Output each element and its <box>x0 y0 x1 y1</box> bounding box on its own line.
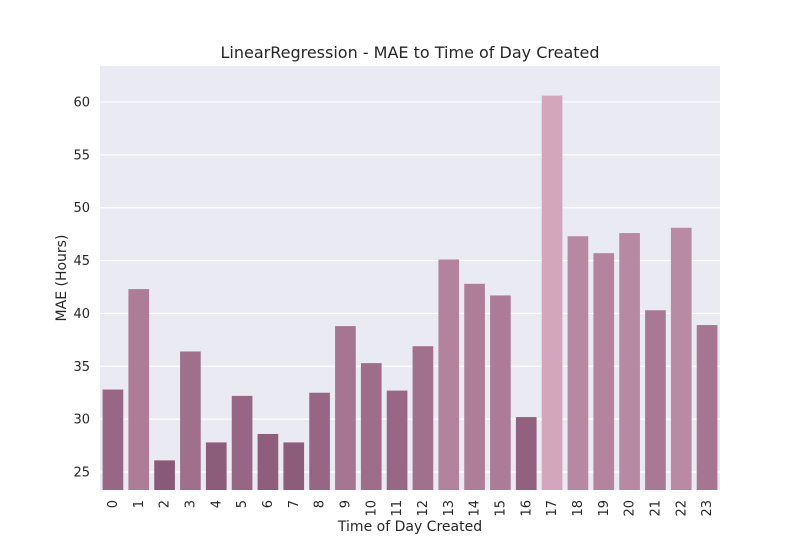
bar-hour-4 <box>205 442 227 490</box>
x-tick-label: 13 <box>442 500 457 517</box>
x-tick-label: 20 <box>623 500 638 517</box>
bar-hour-15 <box>490 295 511 490</box>
bar-hour-6 <box>257 433 279 490</box>
x-tick-label: 17 <box>545 500 560 517</box>
x-tick-label: 18 <box>571 500 586 517</box>
bar-hour-18 <box>567 236 589 490</box>
bar-hour-21 <box>645 310 666 490</box>
bar-hour-19 <box>593 253 615 490</box>
x-tick-label: 21 <box>648 500 663 517</box>
bar-hour-17 <box>541 95 563 490</box>
y-tick-label: 55 <box>73 148 90 163</box>
bar-hour-7 <box>283 442 305 490</box>
bar-hour-1 <box>128 289 150 490</box>
bar-hour-22 <box>670 227 692 490</box>
bar-hour-16 <box>515 417 537 490</box>
x-tick-label: 22 <box>674 500 689 517</box>
y-axis-label: MAE (Hours) <box>54 235 70 322</box>
y-tick-label: 25 <box>73 466 90 481</box>
y-tick-label: 50 <box>73 201 90 216</box>
bar-hour-11 <box>386 390 408 490</box>
x-tick-label: 0 <box>106 500 121 508</box>
chart-title: LinearRegression - MAE to Time of Day Cr… <box>220 43 599 62</box>
x-tick-label: 14 <box>468 500 483 517</box>
bar-hour-10 <box>360 363 382 490</box>
y-tick-label: 60 <box>73 95 90 110</box>
x-tick-labels: 0 1 2 3 4 5 6 7 8 9 10 11 12 13 14 15 16 17 18 19 20 21 22 23 <box>106 500 715 517</box>
x-tick-label: 9 <box>338 500 353 508</box>
bar-hour-12 <box>412 346 434 490</box>
y-tick-label: 35 <box>73 360 90 375</box>
x-tick-label: 12 <box>416 500 431 517</box>
x-tick-label: 16 <box>519 500 534 517</box>
x-tick-label: 1 <box>132 500 147 508</box>
bars <box>102 95 718 490</box>
x-tick-label: 3 <box>183 500 198 508</box>
x-tick-label: 4 <box>209 500 224 508</box>
y-tick-label: 40 <box>73 307 90 322</box>
x-tick-label: 8 <box>313 500 328 508</box>
bar-hour-0 <box>102 389 124 490</box>
bar-hour-8 <box>309 392 330 490</box>
x-tick-label: 5 <box>235 500 250 508</box>
bar-hour-2 <box>154 460 175 490</box>
bar-hour-9 <box>335 326 356 490</box>
y-tick-labels: 25 30 35 40 45 50 55 60 <box>73 95 90 480</box>
bar-hour-23 <box>696 325 718 490</box>
bar-hour-5 <box>231 395 253 490</box>
x-tick-label: 15 <box>493 500 508 517</box>
x-tick-label: 7 <box>287 500 302 508</box>
x-axis-label: Time of Day Created <box>337 519 482 535</box>
x-tick-label: 11 <box>390 500 405 517</box>
y-tick-label: 45 <box>73 254 90 269</box>
x-tick-label: 10 <box>364 500 379 517</box>
bar-hour-20 <box>619 233 640 490</box>
grid-lines <box>100 101 720 473</box>
bar-hour-14 <box>464 283 485 490</box>
x-tick-label: 6 <box>261 500 276 508</box>
bar-hour-3 <box>180 351 201 490</box>
x-tick-label: 2 <box>158 500 173 508</box>
x-tick-label: 23 <box>700 500 715 517</box>
x-tick-label: 19 <box>597 500 612 517</box>
bar-hour-13 <box>438 259 460 490</box>
y-tick-label: 30 <box>73 413 90 428</box>
